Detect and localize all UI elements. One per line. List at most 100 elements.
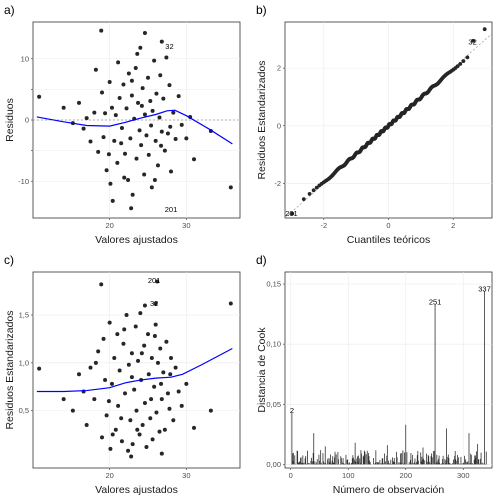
panel-a: a) 20 30 -10 0 10 Valores ajustados Residuos 32 2… — [4, 3, 241, 246]
data-point — [88, 365, 93, 370]
point-label: 32 — [150, 299, 158, 308]
data-point — [165, 391, 170, 396]
data-point — [169, 169, 173, 174]
y-axis-title: Residuos — [4, 98, 16, 142]
panel-label: d) — [256, 253, 267, 267]
data-point — [116, 60, 121, 65]
data-point — [135, 51, 140, 56]
data-point — [168, 124, 173, 129]
data-point — [146, 372, 151, 377]
data-point — [142, 31, 147, 36]
data-point — [37, 366, 42, 371]
x-tick-label: 20 — [105, 221, 113, 230]
data-point — [192, 157, 196, 162]
data-point — [144, 133, 149, 138]
data-point — [126, 178, 131, 183]
y-axis-title: Distancia de Cook — [256, 327, 268, 413]
data-point — [153, 301, 158, 306]
data-point — [228, 185, 233, 190]
data-point — [149, 356, 154, 361]
data-point — [77, 100, 81, 105]
data-point — [119, 416, 124, 421]
data-point — [173, 136, 178, 141]
data-point — [129, 78, 134, 83]
data-point — [137, 128, 142, 133]
data-point — [146, 152, 151, 157]
plot-layer — [290, 291, 487, 465]
data-point — [146, 75, 150, 80]
data-point — [228, 301, 233, 306]
x-tick-label: 30 — [182, 471, 190, 480]
data-point — [139, 351, 144, 356]
y-tick-label: -2 — [274, 179, 281, 188]
data-point — [152, 58, 157, 63]
point-label: 32 — [165, 42, 173, 51]
data-point — [116, 403, 121, 408]
data-point — [153, 322, 158, 327]
data-point — [162, 148, 167, 153]
y-axis-title: Residuos Estandarizados — [256, 60, 268, 179]
data-point — [119, 125, 124, 130]
x-axis-title: Valores ajustados — [95, 484, 178, 496]
data-point — [117, 368, 122, 373]
point-label: 201 — [148, 276, 161, 285]
data-point — [155, 360, 160, 365]
data-point — [113, 427, 118, 432]
data-point — [124, 106, 129, 111]
panel-label: c) — [4, 253, 14, 267]
data-point — [108, 446, 113, 451]
data-point — [107, 320, 112, 325]
x-tick-label: 0 — [289, 471, 293, 480]
data-point — [88, 139, 93, 144]
panel-label: b) — [256, 3, 267, 17]
data-point — [110, 432, 115, 437]
plot-layer — [285, 27, 492, 218]
data-point — [142, 400, 147, 405]
data-point — [84, 422, 89, 427]
panel-b: b) -2 0 2 -2 0 2 Cuantiles teóricos Residuos Est… — [256, 3, 493, 246]
data-point — [123, 151, 127, 156]
x-axis-title: Número de observación — [333, 484, 445, 496]
qq-point — [482, 27, 487, 32]
data-point — [159, 143, 164, 148]
data-point — [126, 448, 131, 453]
data-point — [99, 282, 104, 287]
x-tick-label: 100 — [342, 471, 355, 480]
data-point — [135, 427, 140, 432]
data-point — [103, 378, 108, 383]
data-point — [126, 71, 131, 76]
data-point — [169, 356, 173, 361]
data-point — [158, 346, 163, 351]
data-point — [119, 439, 124, 444]
data-point — [161, 370, 166, 375]
y-tick-label: 2 — [277, 64, 281, 73]
data-point — [129, 206, 134, 211]
data-point — [159, 129, 164, 134]
data-point — [119, 141, 124, 146]
qq-point — [458, 62, 463, 66]
x-tick-label: 0 — [386, 221, 390, 230]
data-point — [159, 381, 164, 386]
data-point — [184, 136, 189, 141]
panel-d: d) 0 100 200 300 0,00 0,05 0,10 0,15 Número de ob… — [256, 253, 493, 496]
data-point — [149, 185, 154, 190]
data-point — [149, 123, 154, 128]
x-axis-title: Cuantiles teóricos — [347, 234, 430, 246]
data-point — [93, 67, 98, 72]
data-point — [61, 105, 66, 110]
data-point — [70, 408, 75, 413]
plot-layer — [36, 279, 233, 459]
data-point — [92, 110, 97, 115]
data-point — [129, 454, 134, 459]
data-point — [159, 451, 164, 456]
data-point — [37, 94, 42, 99]
data-point — [128, 418, 133, 423]
y-tick-label: 10 — [21, 54, 29, 63]
data-point — [161, 96, 166, 101]
data-point — [84, 116, 89, 121]
data-point — [139, 103, 144, 108]
smooth-line — [36, 347, 233, 393]
x-tick-label: 200 — [399, 471, 412, 480]
data-point — [106, 399, 111, 404]
